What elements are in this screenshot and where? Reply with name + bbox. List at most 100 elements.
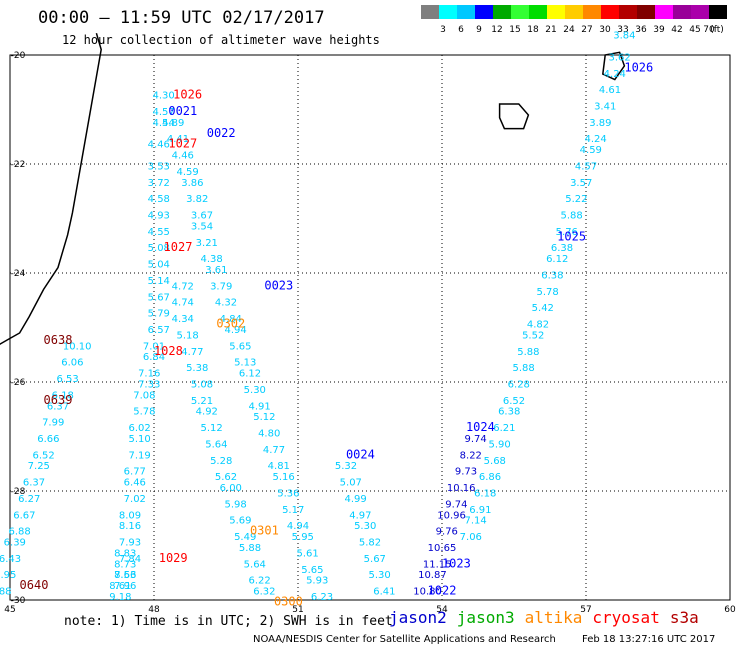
wave-height-value: 5.88: [560, 211, 582, 222]
wave-height-value: 6.27: [18, 494, 40, 505]
wave-height-value: 7.84: [119, 554, 141, 565]
wave-height-value: 5.42: [532, 303, 554, 314]
legend-swatch: [637, 5, 655, 19]
wave-height-value: 3.61: [205, 265, 227, 276]
wave-height-value: 9.76: [436, 527, 458, 538]
wave-height-value: 5.32: [335, 461, 357, 472]
wave-height-value: 3.79: [210, 281, 232, 292]
wave-height-value: 4.94: [287, 521, 309, 532]
satellite-name-altika: altika: [524, 608, 583, 627]
color-legend: 3 6 9 12 15 18 21 24 27 30 33 36 39 42 45 70(ft): [421, 5, 727, 35]
wave-height-value: 3.21: [196, 238, 218, 249]
y-tick-label: -28: [11, 487, 26, 497]
pass-label: 0300: [274, 594, 303, 608]
wave-height-value: 6.67: [13, 510, 35, 521]
wave-height-value: 6.95: [0, 570, 16, 581]
wave-height-value: 5.62: [215, 472, 237, 483]
legend-swatch: [547, 5, 565, 19]
wave-height-value: 4.97: [349, 510, 371, 521]
legend-label: 42: [671, 25, 682, 35]
wave-height-value: 4.34: [172, 314, 194, 325]
wave-height-value: 8.16: [119, 521, 141, 532]
legend-label: 9: [476, 25, 482, 35]
wave-height-value: 5.18: [176, 330, 198, 341]
wave-height-value: 4.89: [162, 118, 184, 129]
wave-height-value: 4.92: [196, 407, 218, 418]
wave-height-value: 4.82: [527, 320, 549, 331]
wave-height-value: 3.84: [613, 31, 635, 42]
wave-height-value: 8.09: [119, 510, 141, 521]
legend-swatch: [439, 5, 457, 19]
wave-height-value: 5.67: [364, 554, 386, 565]
wave-height-value: 4.74: [172, 298, 194, 309]
wave-height-value: 5.95: [292, 532, 314, 543]
wave-height-value: 6.00: [220, 483, 242, 494]
y-tick-label: -30: [11, 596, 26, 606]
pass-label: 0639: [44, 393, 73, 407]
wave-height-value: 4.61: [599, 85, 621, 96]
wave-height-value: 4.59: [176, 167, 198, 178]
wave-height-value: 3.82: [186, 194, 208, 205]
wave-height-value: 3.41: [594, 102, 616, 113]
y-tick-label: -22: [11, 160, 26, 170]
wave-height-value: 4.54: [152, 118, 174, 129]
legend-swatch: [709, 5, 727, 19]
satellite-name-s3a: s3a: [669, 608, 699, 627]
wave-height-value: 8.73: [114, 559, 136, 570]
legend-label: 3: [440, 25, 446, 35]
wave-height-value: 7.06: [460, 532, 482, 543]
wave-height-value: 5.98: [224, 499, 246, 510]
wave-height-value: 7.56: [114, 570, 136, 581]
wave-height-value: 4.72: [172, 281, 194, 292]
wave-height-value: 4.77: [181, 347, 203, 358]
wave-height-value: 7.25: [28, 461, 50, 472]
coastline-madagascar: [0, 32, 102, 345]
legend-label: 30: [599, 25, 611, 35]
wave-height-value: 3.86: [181, 178, 203, 189]
wave-height-value: 6.28: [508, 379, 530, 390]
wave-height-value: 6.06: [61, 358, 83, 369]
wave-height-value: 4.91: [248, 401, 270, 412]
wave-height-value: 4.57: [575, 161, 597, 172]
wave-height-value: 7.19: [128, 450, 150, 461]
wave-height-value: 7.33: [138, 379, 160, 390]
wave-height-value: 5.76: [556, 227, 578, 238]
satellite-name-jason2: jason2: [389, 608, 447, 627]
wave-height-value: 6.53: [56, 374, 78, 385]
legend-swatch: [475, 5, 493, 19]
legend-label: 6: [458, 25, 464, 35]
wave-height-value: 6.38: [498, 407, 520, 418]
wave-height-value: 10.80: [413, 587, 442, 598]
wave-height-value: 9.74: [445, 499, 467, 510]
y-tick-label: -26: [11, 378, 26, 388]
wave-height-value: 5.16: [272, 472, 294, 483]
footer-timestamp: Feb 18 13:27:16 UTC 2017: [582, 634, 716, 645]
legend-label: 27: [581, 25, 592, 35]
x-tick-label: 45: [4, 605, 15, 615]
wave-height-value: 6.88: [8, 527, 30, 538]
wave-height-value: 3.57: [570, 178, 592, 189]
satellite-legend: jason2 jason3 altika cryosat s3a: [389, 608, 709, 627]
wave-height-value: 4.84: [220, 314, 242, 325]
wave-height-value: 6.02: [128, 423, 150, 434]
legend-label: 36: [635, 25, 647, 35]
legend-label: 39: [653, 25, 665, 35]
legend-swatch: [511, 5, 529, 19]
altimeter-track: 10.106.066.536.186.377.996.666.527.256.3…: [0, 341, 92, 597]
wave-height-value: 6.39: [4, 538, 26, 549]
wave-height-value: 6.77: [124, 467, 146, 478]
pass-label: 0024: [346, 447, 375, 461]
wave-height-value: 5.82: [359, 538, 381, 549]
wave-height-value: 6.18: [52, 390, 74, 401]
pass-label: 1028: [154, 344, 183, 358]
wave-height-value: 6.91: [469, 505, 491, 516]
wave-height-value: 5.49: [234, 532, 256, 543]
wave-height-value: 7.99: [42, 418, 64, 429]
wave-height-value: 5.64: [244, 559, 266, 570]
wave-height-value: 4.80: [258, 429, 280, 440]
wave-height-value: 4.24: [584, 134, 606, 145]
wave-height-value: 8.22: [460, 450, 482, 461]
wave-height-value: 8.61: [109, 581, 131, 592]
x-tick-label: 57: [580, 605, 591, 615]
wave-height-value: 3.67: [191, 211, 213, 222]
